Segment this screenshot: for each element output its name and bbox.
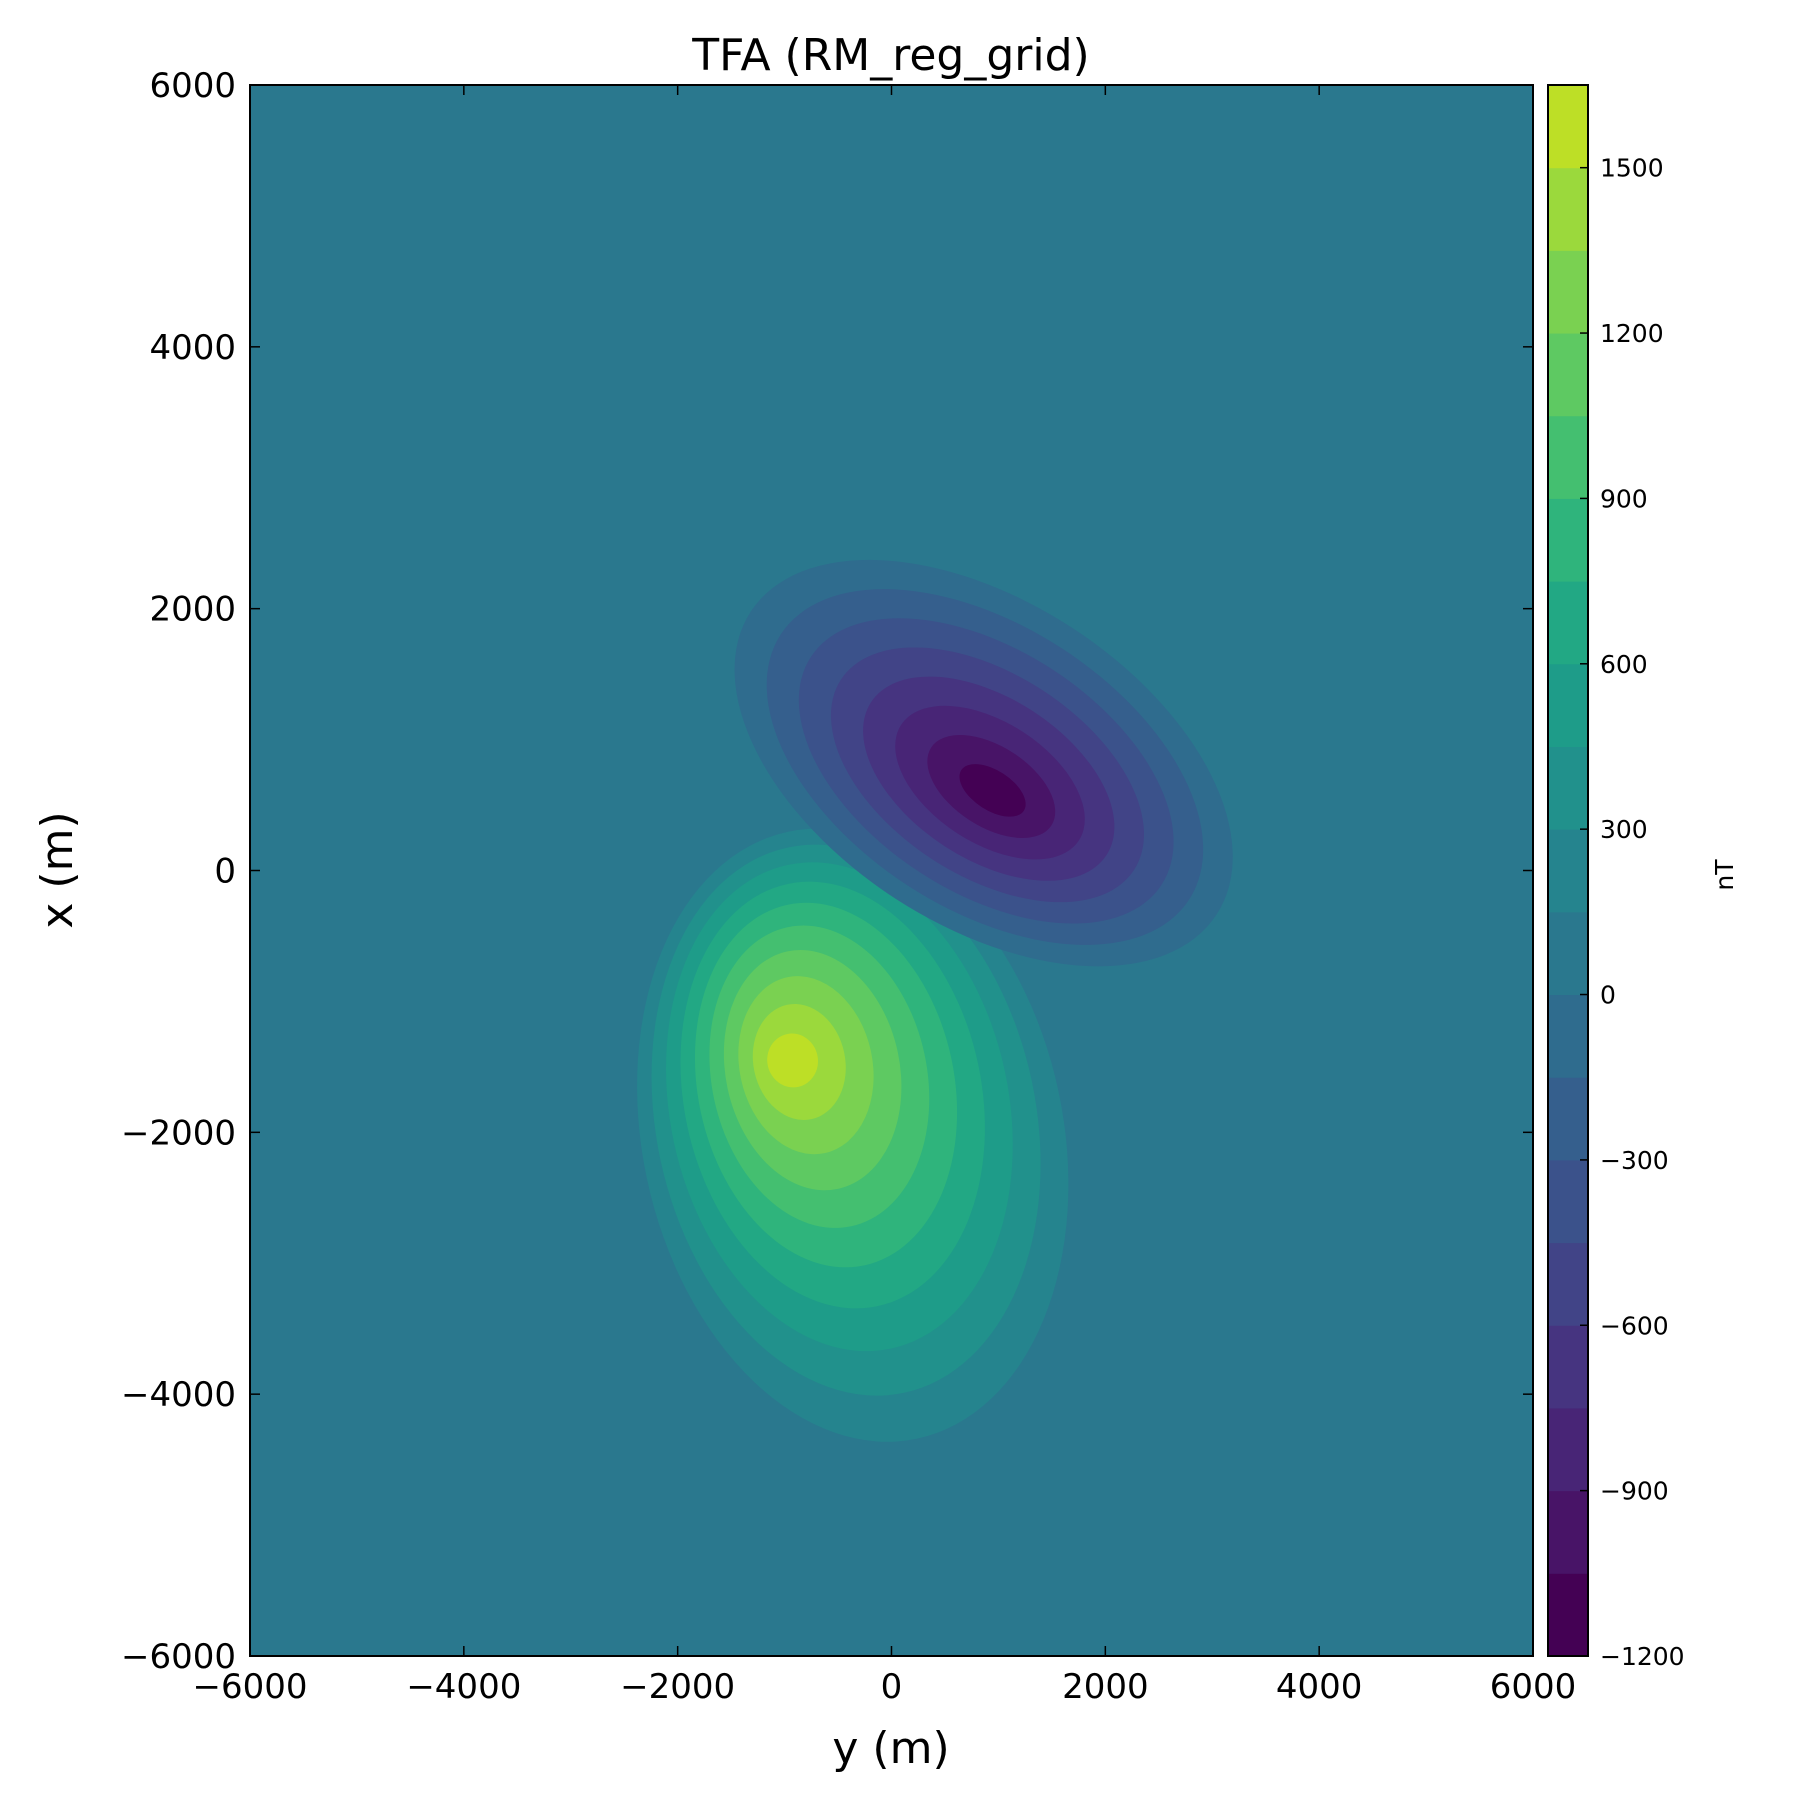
colorbar-tick-label: 900 — [1600, 484, 1648, 513]
y-tick-label: −4000 — [121, 1375, 236, 1415]
x-axis: −6000 −4000 −2000 0 2000 4000 6000 — [192, 85, 1576, 1707]
colorbar-tick-label: −300 — [1600, 1146, 1669, 1175]
x-axis-label: y (m) — [832, 1723, 949, 1774]
colorbar-tick-label: 1500 — [1600, 154, 1664, 183]
plot-area — [250, 85, 1533, 1656]
colorbar-tick-label: −1200 — [1600, 1642, 1685, 1671]
colorbar-tick-label: 1200 — [1600, 319, 1664, 348]
colorbar-band — [1548, 663, 1588, 747]
y-tick-label: −2000 — [121, 1113, 236, 1153]
colorbar-tick-label: −600 — [1600, 1311, 1669, 1340]
colorbar-band — [1548, 250, 1588, 334]
colorbar-band — [1548, 994, 1588, 1078]
colorbar-band — [1548, 498, 1588, 582]
colorbar-band — [1548, 167, 1588, 251]
colorbar — [1548, 85, 1588, 1657]
x-tick-label: −4000 — [406, 1667, 521, 1707]
y-tick-label: 0 — [214, 852, 236, 892]
colorbar-tick-label: 300 — [1600, 815, 1648, 844]
colorbar-band — [1548, 415, 1588, 499]
colorbar-tick-label: 600 — [1600, 650, 1648, 679]
colorbar-ticks: −1200 −900 −600 −300 0 300 600 900 1200 1500 — [1580, 154, 1685, 1671]
colorbar-band — [1548, 1077, 1588, 1161]
colorbar-band — [1548, 911, 1588, 996]
contour-band-negative — [959, 764, 1026, 817]
y-axis-label: x (m) — [32, 811, 83, 928]
colorbar-label: nT — [1710, 859, 1739, 891]
x-tick-label: −6000 — [192, 1667, 307, 1707]
y-tick-label: −6000 — [121, 1637, 236, 1677]
colorbar-band — [1548, 333, 1588, 417]
colorbar-band — [1548, 1159, 1588, 1244]
colorbar-band — [1548, 581, 1588, 665]
x-tick-label: 4000 — [1276, 1667, 1363, 1707]
colorbar-band — [1548, 1242, 1588, 1326]
colorbar-tick-label: 0 — [1600, 981, 1616, 1010]
y-tick-label: 2000 — [149, 590, 236, 630]
x-tick-label: −2000 — [620, 1667, 735, 1707]
colorbar-band — [1548, 1490, 1588, 1574]
y-tick-label: 4000 — [149, 328, 236, 368]
colorbar-band — [1548, 829, 1588, 913]
y-axis: −6000 −4000 −2000 0 2000 4000 6000 — [121, 66, 1533, 1677]
colorbar-band — [1548, 746, 1588, 830]
x-tick-label: 6000 — [1490, 1667, 1577, 1707]
x-tick-label: 0 — [881, 1667, 903, 1707]
contour-band-positive — [767, 1033, 819, 1088]
colorbar-band — [1548, 1325, 1588, 1409]
colorbar-band — [1548, 1407, 1588, 1492]
chart-title: TFA (RM_reg_grid) — [691, 30, 1089, 81]
colorbar-frame — [1547, 84, 1589, 1657]
y-tick-label: 6000 — [149, 66, 236, 106]
colorbar-tick-label: −900 — [1600, 1477, 1669, 1506]
x-tick-label: 2000 — [1062, 1667, 1149, 1707]
colorbar-band — [1548, 85, 1588, 169]
contour-fills — [637, 559, 1233, 1442]
colorbar-band — [1548, 1573, 1588, 1657]
